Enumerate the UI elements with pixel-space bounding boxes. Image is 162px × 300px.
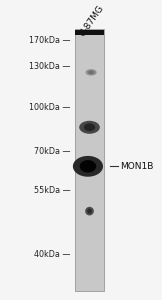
Text: 100kDa —: 100kDa —	[29, 103, 70, 112]
Text: MON1B: MON1B	[120, 162, 153, 171]
Bar	[75, 29, 104, 291]
Ellipse shape	[87, 208, 92, 214]
Text: 130kDa —: 130kDa —	[29, 62, 70, 71]
Ellipse shape	[80, 160, 96, 172]
Text: 70kDa —: 70kDa —	[34, 147, 70, 156]
Bar	[75, 30, 104, 35]
Text: U-87MG: U-87MG	[77, 3, 105, 38]
Ellipse shape	[85, 207, 94, 215]
Ellipse shape	[73, 156, 103, 177]
Text: 170kDa —: 170kDa —	[29, 36, 70, 45]
Text: 40kDa —: 40kDa —	[34, 250, 70, 259]
Text: 55kDa —: 55kDa —	[34, 186, 70, 195]
Ellipse shape	[86, 69, 97, 76]
Ellipse shape	[84, 123, 95, 131]
Ellipse shape	[79, 121, 100, 134]
Ellipse shape	[88, 70, 94, 74]
